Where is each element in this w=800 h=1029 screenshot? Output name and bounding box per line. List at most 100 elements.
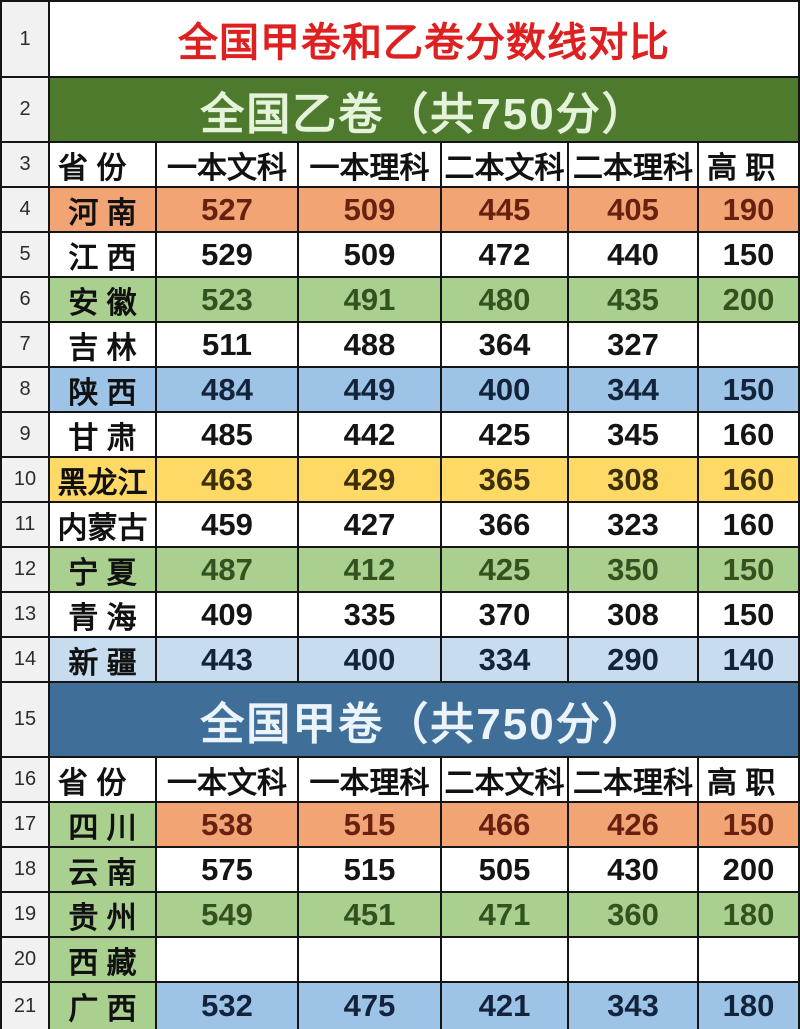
province-cell[interactable]: 贵 州 [50, 893, 155, 936]
row-number-cell[interactable]: 18 [2, 848, 48, 891]
score-cell[interactable]: 160 [699, 413, 798, 456]
score-cell[interactable]: 549 [157, 893, 297, 936]
province-cell[interactable]: 青 海 [50, 593, 155, 636]
score-cell[interactable]: 160 [699, 503, 798, 546]
score-cell[interactable]: 430 [569, 848, 697, 891]
score-cell[interactable]: 140 [699, 638, 798, 681]
row-number-cell[interactable]: 2 [2, 78, 48, 141]
province-cell[interactable]: 云 南 [50, 848, 155, 891]
score-cell[interactable]: 523 [157, 278, 297, 321]
province-cell[interactable]: 陕 西 [50, 368, 155, 411]
row-number-cell[interactable]: 13 [2, 593, 48, 636]
score-cell[interactable]: 160 [699, 458, 798, 501]
score-cell[interactable]: 365 [442, 458, 567, 501]
column-header-cell[interactable]: 二本理科 [569, 758, 697, 801]
column-header-cell[interactable]: 省 份 [50, 143, 155, 186]
score-cell[interactable]: 463 [157, 458, 297, 501]
score-cell[interactable]: 443 [157, 638, 297, 681]
column-header-cell[interactable]: 高 职 [699, 758, 798, 801]
score-cell[interactable]: 487 [157, 548, 297, 591]
province-cell[interactable]: 宁 夏 [50, 548, 155, 591]
score-cell[interactable]: 440 [569, 233, 697, 276]
column-header-cell[interactable]: 二本文科 [442, 758, 567, 801]
score-cell[interactable]: 364 [442, 323, 567, 366]
score-cell[interactable]: 190 [699, 188, 798, 231]
score-cell[interactable]: 180 [699, 893, 798, 936]
score-cell[interactable]: 308 [569, 458, 697, 501]
row-number-cell[interactable]: 12 [2, 548, 48, 591]
province-cell[interactable]: 江 西 [50, 233, 155, 276]
score-cell[interactable]: 150 [699, 368, 798, 411]
column-header-cell[interactable]: 高 职 [699, 143, 798, 186]
score-cell[interactable]: 475 [299, 983, 440, 1029]
province-cell[interactable]: 四 川 [50, 803, 155, 846]
score-cell[interactable]: 505 [442, 848, 567, 891]
row-number-cell[interactable]: 15 [2, 683, 48, 756]
score-cell[interactable]: 484 [157, 368, 297, 411]
score-cell[interactable]: 527 [157, 188, 297, 231]
column-header-cell[interactable]: 二本文科 [442, 143, 567, 186]
score-cell[interactable]: 334 [442, 638, 567, 681]
column-header-cell[interactable]: 省 份 [50, 758, 155, 801]
score-cell[interactable]: 335 [299, 593, 440, 636]
score-cell[interactable]: 538 [157, 803, 297, 846]
row-number-cell[interactable]: 21 [2, 983, 48, 1029]
score-cell[interactable]: 515 [299, 848, 440, 891]
score-cell[interactable]: 400 [442, 368, 567, 411]
score-cell[interactable]: 344 [569, 368, 697, 411]
row-number-cell[interactable]: 4 [2, 188, 48, 231]
score-cell[interactable]: 445 [442, 188, 567, 231]
score-cell[interactable]: 180 [699, 983, 798, 1029]
score-cell[interactable] [157, 938, 297, 981]
score-cell[interactable]: 509 [299, 188, 440, 231]
score-cell[interactable]: 425 [442, 548, 567, 591]
score-cell[interactable]: 350 [569, 548, 697, 591]
score-cell[interactable]: 405 [569, 188, 697, 231]
row-number-cell[interactable]: 7 [2, 323, 48, 366]
score-cell[interactable]: 150 [699, 593, 798, 636]
score-cell[interactable] [442, 938, 567, 981]
province-cell[interactable]: 河 南 [50, 188, 155, 231]
province-cell[interactable]: 吉 林 [50, 323, 155, 366]
score-cell[interactable]: 427 [299, 503, 440, 546]
row-number-cell[interactable]: 11 [2, 503, 48, 546]
row-number-cell[interactable]: 19 [2, 893, 48, 936]
score-cell[interactable]: 412 [299, 548, 440, 591]
column-header-cell[interactable]: 一本文科 [157, 143, 297, 186]
province-cell[interactable]: 新 疆 [50, 638, 155, 681]
score-cell[interactable]: 345 [569, 413, 697, 456]
score-cell[interactable]: 327 [569, 323, 697, 366]
score-cell[interactable]: 529 [157, 233, 297, 276]
score-cell[interactable]: 442 [299, 413, 440, 456]
score-cell[interactable]: 449 [299, 368, 440, 411]
score-cell[interactable]: 511 [157, 323, 297, 366]
score-cell[interactable]: 425 [442, 413, 567, 456]
province-cell[interactable]: 内蒙古 [50, 503, 155, 546]
score-cell[interactable]: 488 [299, 323, 440, 366]
row-number-cell[interactable]: 6 [2, 278, 48, 321]
row-number-cell[interactable]: 3 [2, 143, 48, 186]
row-number-cell[interactable]: 14 [2, 638, 48, 681]
score-cell[interactable] [299, 938, 440, 981]
score-cell[interactable]: 515 [299, 803, 440, 846]
province-cell[interactable]: 安 徽 [50, 278, 155, 321]
score-cell[interactable]: 451 [299, 893, 440, 936]
score-cell[interactable]: 150 [699, 233, 798, 276]
column-header-cell[interactable]: 一本理科 [299, 758, 440, 801]
province-cell[interactable]: 广 西 [50, 983, 155, 1029]
score-cell[interactable]: 429 [299, 458, 440, 501]
score-cell[interactable]: 509 [299, 233, 440, 276]
score-cell[interactable]: 575 [157, 848, 297, 891]
column-header-cell[interactable]: 一本文科 [157, 758, 297, 801]
score-cell[interactable] [569, 938, 697, 981]
province-cell[interactable]: 甘 肃 [50, 413, 155, 456]
score-cell[interactable]: 150 [699, 548, 798, 591]
column-header-cell[interactable]: 二本理科 [569, 143, 697, 186]
row-number-cell[interactable]: 1 [2, 2, 48, 76]
score-cell[interactable]: 485 [157, 413, 297, 456]
score-cell[interactable]: 466 [442, 803, 567, 846]
score-cell[interactable]: 370 [442, 593, 567, 636]
score-cell[interactable]: 343 [569, 983, 697, 1029]
score-cell[interactable]: 308 [569, 593, 697, 636]
row-number-cell[interactable]: 20 [2, 938, 48, 981]
